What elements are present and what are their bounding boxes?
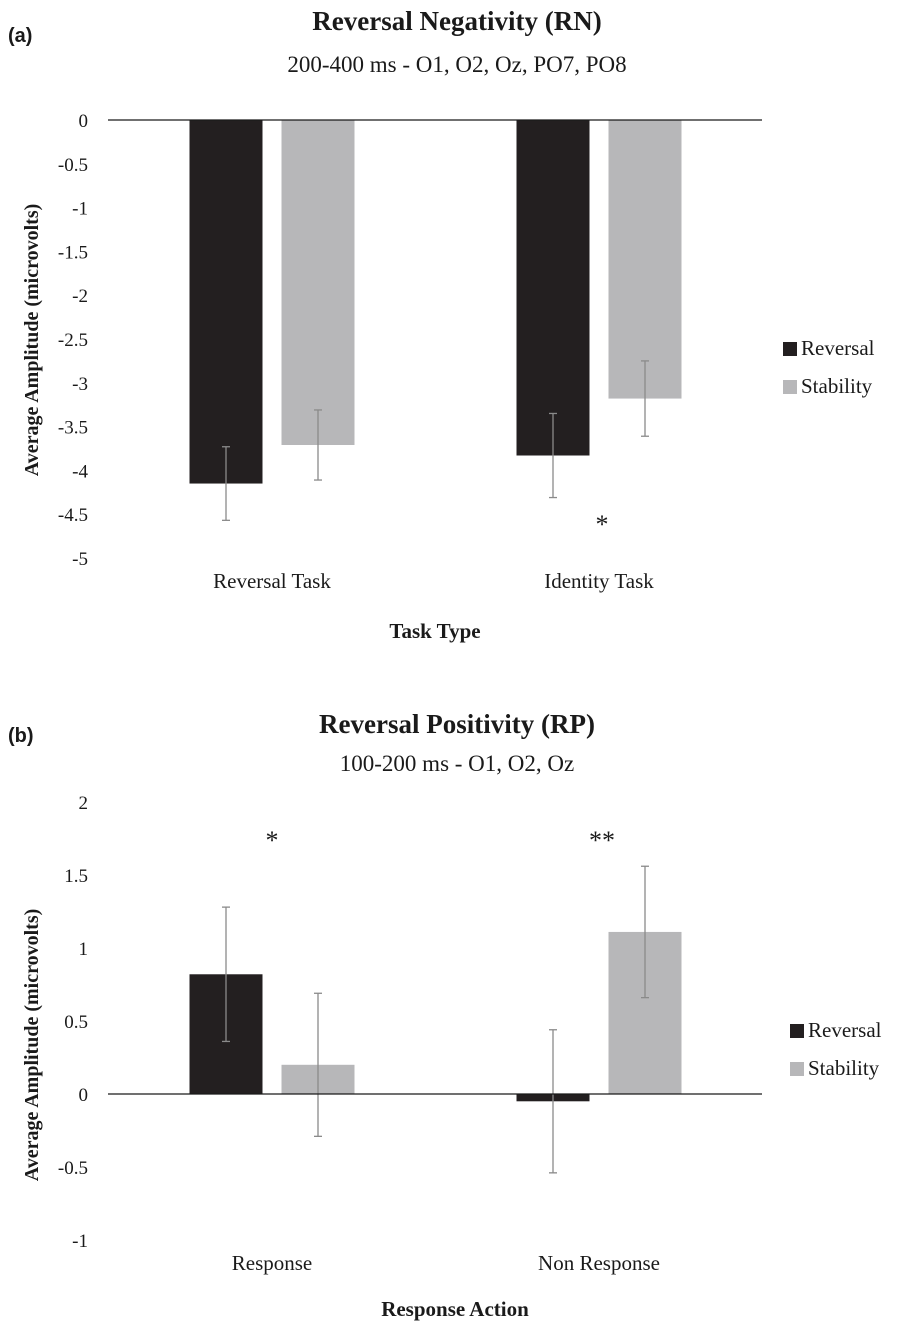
panel-a-legend: Reversal Stability: [783, 336, 875, 398]
panel-a: (a) Reversal Negativity (RN) 200-400 ms …: [8, 6, 875, 643]
panel-a-error-bar-reversal-1: [549, 412, 557, 499]
panel-a-x-axis-label: Task Type: [389, 619, 480, 643]
panel-a-title: Reversal Negativity (RN): [312, 6, 601, 36]
panel-a-y-axis-label: Average Amplitude (microvolts): [21, 204, 43, 477]
panel-a-category-label: Reversal Task: [213, 569, 331, 593]
panel-b-significance-marker: *: [266, 826, 279, 855]
panel-a-legend-swatch-stability: [783, 380, 797, 394]
panel-a-error-bar-reversal-0: [222, 446, 230, 521]
panel-b-y-tick-label: -0.5: [58, 1158, 88, 1179]
panel-a-y-tick-label: -4: [72, 461, 88, 482]
panel-a-y-tick-label: -2: [72, 286, 88, 307]
panel-b-error-bar-stability-1: [641, 865, 649, 999]
panel-b-category-label: Non Response: [538, 1251, 660, 1275]
panel-a-legend-label-reversal: Reversal: [801, 336, 875, 360]
panel-b-legend-swatch-reversal: [790, 1024, 804, 1038]
panel-b-legend-swatch-stability: [790, 1062, 804, 1076]
panel-a-y-tick-label: 0: [79, 111, 89, 132]
panel-a-significance-marker: *: [596, 510, 609, 539]
panel-b-category-label: Response: [232, 1251, 313, 1275]
panel-b-legend-label-reversal: Reversal: [808, 1018, 882, 1042]
panel-a-label: (a): [8, 25, 32, 47]
panel-b-legend-label-stability: Stability: [808, 1056, 880, 1080]
panel-a-y-tick-label: -1.5: [58, 242, 88, 263]
panel-b-y-axis-label: Average Amplitude (microvolts): [21, 909, 43, 1182]
panel-b-x-axis-label: Response Action: [381, 1297, 529, 1321]
panel-a-error-bar-stability-0: [314, 409, 322, 481]
panel-b-error-bar-reversal-0: [222, 906, 230, 1043]
panel-a-legend-label-stability: Stability: [801, 374, 873, 398]
panel-a-category-label: Identity Task: [544, 569, 654, 593]
panel-a-y-tick-label: -0.5: [58, 155, 88, 176]
panel-b-y-tick-label: 0.5: [64, 1012, 88, 1033]
panel-b-error-bar-stability-0: [314, 992, 322, 1137]
panel-b-y-tick-label: 2: [79, 793, 89, 814]
panel-a-bar-stability-0: [281, 120, 355, 445]
panel-b-y-tick-label: 0: [79, 1085, 89, 1106]
panel-b: (b) Reversal Positivity (RP) 100-200 ms …: [8, 709, 882, 1321]
panel-b-legend: Reversal Stability: [790, 1018, 882, 1080]
panel-b-y-tick-label: 1: [79, 939, 89, 960]
panel-a-error-bar-stability-1: [641, 360, 649, 437]
panel-a-plot-area: 0 -0.5 -1 -1.5 -2 -2.5 -3 -3.5 -4 -4.5 -5 Reversal …: [58, 111, 762, 593]
panel-b-error-bar-reversal-1: [549, 1029, 557, 1174]
panel-a-subtitle: 200-400 ms - O1, O2, Oz, PO7, PO8: [287, 52, 626, 77]
panel-b-y-tick-label: -1: [72, 1231, 88, 1252]
panel-a-bar-stability-1: [608, 120, 682, 399]
panel-a-y-tick-label: -5: [72, 549, 88, 570]
panel-b-label: (b): [8, 725, 34, 747]
panel-b-y-tick-label: 1.5: [64, 866, 88, 887]
panel-a-y-tick-label: -3.5: [58, 418, 88, 439]
panel-b-significance-marker: **: [589, 826, 615, 855]
panel-a-bar-reversal-0: [189, 120, 263, 484]
panel-a-legend-swatch-reversal: [783, 342, 797, 356]
panel-a-y-tick-label: -2.5: [58, 330, 88, 351]
panel-a-y-tick-label: -4.5: [58, 505, 88, 526]
panel-a-bar-reversal-1: [516, 120, 590, 456]
panel-a-y-tick-label: -1: [72, 199, 88, 220]
panel-a-y-tick-label: -3: [72, 374, 88, 395]
panel-b-subtitle: 100-200 ms - O1, O2, Oz: [340, 751, 574, 776]
panel-b-title: Reversal Positivity (RP): [319, 709, 595, 739]
